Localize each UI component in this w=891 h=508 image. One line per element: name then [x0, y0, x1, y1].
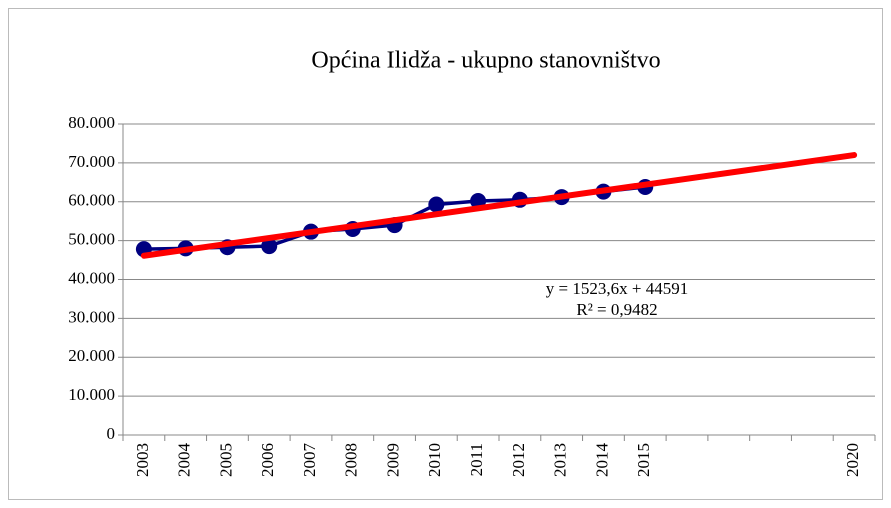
- marker: [261, 238, 278, 255]
- x-tick-label: 2004: [175, 443, 194, 478]
- x-tick-label: 2009: [383, 443, 402, 477]
- x-tick-label: 2012: [509, 443, 528, 477]
- x-tick-label: 2015: [634, 443, 653, 477]
- chart-title: Općina Ilidža - ukupno stanovništvo: [311, 48, 660, 74]
- x-tick-label: 2007: [300, 443, 319, 478]
- trendline: [140, 152, 858, 259]
- x-tick-label: 2006: [258, 443, 277, 477]
- x-tick-label: 2013: [551, 443, 570, 477]
- y-tick-label: 80.000: [68, 113, 115, 132]
- y-tick-label: 0: [107, 424, 116, 443]
- y-tick-label: 50.000: [68, 230, 115, 249]
- x-tick-label: 2005: [216, 443, 235, 477]
- trend-r2: R² = 0,9482: [576, 300, 657, 319]
- y-tick-label: 60.000: [68, 191, 115, 210]
- y-tick-label: 30.000: [68, 307, 115, 326]
- x-tick-label: 2011: [467, 443, 486, 476]
- x-tick-label: 2010: [425, 443, 444, 477]
- y-tick-label: 10.000: [68, 385, 115, 404]
- y-tick-label: 20.000: [68, 346, 115, 365]
- trend-equation: y = 1523,6x + 44591: [546, 279, 688, 298]
- x-tick-label: 2003: [133, 443, 152, 477]
- y-tick-label: 70.000: [68, 152, 115, 171]
- x-tick-label: 2008: [342, 443, 361, 477]
- y-tick-label: 40.000: [68, 268, 115, 287]
- x-tick-label: 2020: [843, 443, 862, 477]
- marker: [428, 196, 445, 213]
- x-tick-label: 2014: [592, 443, 611, 478]
